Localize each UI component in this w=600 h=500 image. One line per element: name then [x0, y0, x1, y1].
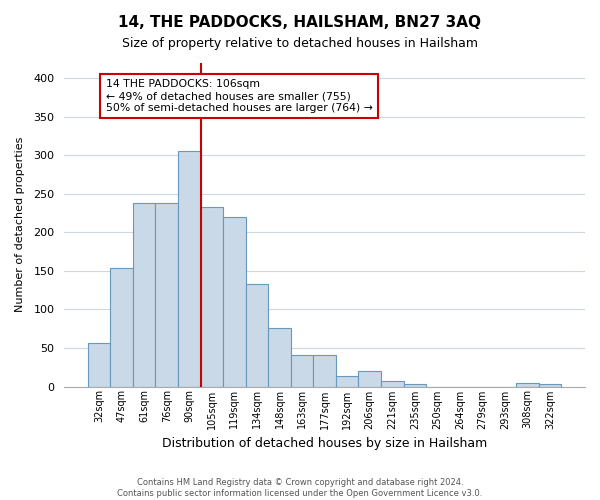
Bar: [404, 384, 426, 386]
Bar: [381, 381, 404, 386]
Text: Contains HM Land Registry data © Crown copyright and database right 2024.
Contai: Contains HM Land Registry data © Crown c…: [118, 478, 482, 498]
Bar: [223, 217, 245, 386]
Bar: [245, 284, 268, 386]
Bar: [155, 203, 178, 386]
Bar: [133, 203, 155, 386]
Bar: [336, 376, 358, 386]
Text: 14, THE PADDOCKS, HAILSHAM, BN27 3AQ: 14, THE PADDOCKS, HAILSHAM, BN27 3AQ: [119, 15, 482, 30]
Text: 14 THE PADDOCKS: 106sqm
← 49% of detached houses are smaller (755)
50% of semi-d: 14 THE PADDOCKS: 106sqm ← 49% of detache…: [106, 80, 373, 112]
Bar: [291, 355, 313, 386]
Bar: [268, 328, 291, 386]
Bar: [200, 207, 223, 386]
Bar: [358, 371, 381, 386]
Bar: [88, 342, 110, 386]
Bar: [516, 384, 539, 386]
Y-axis label: Number of detached properties: Number of detached properties: [15, 137, 25, 312]
Bar: [539, 384, 562, 386]
Bar: [313, 355, 336, 386]
Text: Size of property relative to detached houses in Hailsham: Size of property relative to detached ho…: [122, 38, 478, 51]
Bar: [178, 151, 200, 386]
Bar: [110, 268, 133, 386]
X-axis label: Distribution of detached houses by size in Hailsham: Distribution of detached houses by size …: [162, 437, 487, 450]
